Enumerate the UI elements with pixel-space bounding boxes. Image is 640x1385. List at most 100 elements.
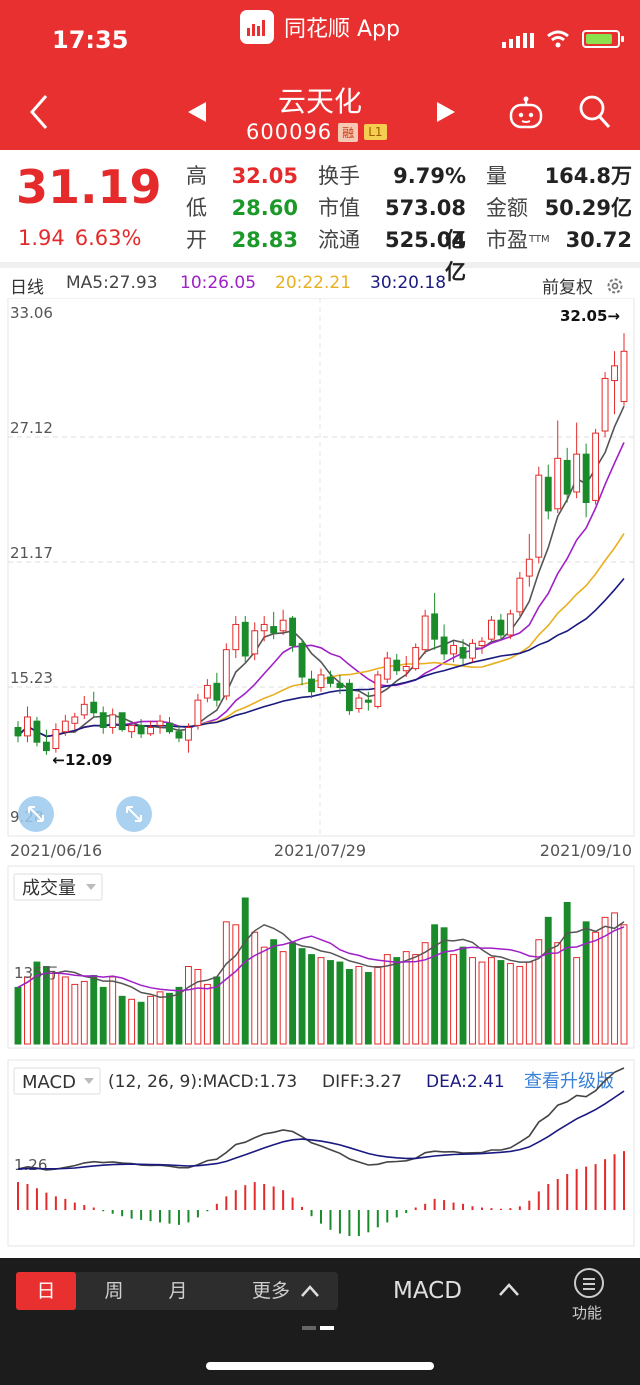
candle-body [166,722,173,733]
macd-dea: DEA:2.41 [426,1072,505,1092]
search-icon[interactable] [578,94,612,130]
upgrade-link[interactable]: 查看升级版 [524,1071,614,1092]
function-label[interactable]: 功能 [572,1304,603,1322]
volume-bar [118,995,126,1045]
volume-bar [241,897,249,1045]
tab-month[interactable]: 月 [168,1280,188,1302]
candle-body [601,377,609,432]
volume-ma10-line [17,926,625,992]
candle-body [469,642,476,659]
candle-body [327,676,334,684]
stock-subtitle: 600096 融 L1 [246,120,387,144]
tab-more[interactable]: 更多 [251,1280,290,1302]
ma30-label: 30:20.18 [370,273,447,293]
volume-bar [535,939,543,1045]
period-label[interactable]: 日线 [10,278,44,298]
signal-icon [502,33,534,48]
tab-week[interactable]: 周 [104,1280,124,1302]
kline-candles [14,333,628,755]
prev-stock-icon[interactable] [186,100,208,124]
volume-bar [137,1001,145,1045]
robot-icon[interactable] [508,96,544,130]
volume-bar [601,916,609,1045]
candle-body [412,647,420,670]
volume-bar [516,966,524,1045]
volume-bar [450,954,457,1045]
volume-bar [61,976,69,1045]
volume-bar [80,980,88,1045]
next-stock-icon[interactable] [435,100,457,124]
candle-body [298,642,306,678]
volume-bar [194,969,202,1045]
volume-frame [7,865,635,1049]
volume-bar [620,924,628,1045]
candle-body [374,674,382,707]
candle-body [137,724,145,735]
float-cap-value: 525.04亿 [384,228,466,284]
candle-body [402,665,410,672]
chevron-up-icon[interactable] [300,1284,320,1298]
adjust-label[interactable]: 前复权 [542,278,593,298]
tab-day[interactable]: 日 [16,1272,76,1310]
candle-body [440,636,448,655]
x-tick-label: 2021/09/10 [540,841,632,860]
volume-bar [33,961,41,1045]
low-value: 28.60 [231,196,298,220]
volume-bar [364,971,372,1045]
volume-bar [317,957,325,1045]
app-badge[interactable]: 同花顺 App [240,10,400,44]
function-icon[interactable] [574,1268,604,1298]
candle-body [194,699,202,726]
candle-body [516,577,524,613]
volume-bar [289,942,297,1045]
volume-bar [128,998,136,1045]
candle-body [317,674,325,689]
volume-bar [327,960,334,1045]
candle-body [421,615,429,651]
candle-body [383,657,391,680]
page-indicator [302,1326,334,1330]
volume-bar [478,961,486,1045]
status-time: 17:35 [52,26,129,54]
volume-bar [393,957,401,1045]
volume-bar [298,948,306,1045]
volume-bar [99,986,107,1045]
candle-body [544,476,552,512]
candle-body [459,647,467,659]
volume-bar [336,961,344,1045]
chevron-up-icon[interactable] [498,1282,520,1298]
indicator-selector[interactable]: MACD [393,1278,462,1304]
x-tick-label: 2021/07/29 [274,841,366,860]
ma30-line [17,577,625,738]
volume-bar [270,939,278,1045]
volume-bar [497,960,505,1045]
gear-icon[interactable] [605,276,625,296]
y-tick-label: 27.12 [10,419,53,437]
app-name: 同花顺 App [284,17,400,42]
float-cap-label: 流通 [318,228,360,252]
candle-body [554,457,562,510]
volume-bar [109,976,117,1045]
market-cap-value: 573.08亿 [384,196,466,252]
candle-body [450,644,457,655]
chevron-down-icon [84,1078,94,1084]
min-price-label: ←12.09 [52,751,112,769]
volume-bar [147,995,154,1045]
candle-body [289,617,297,646]
ma20-label: 20:22.21 [275,273,352,293]
volume-dropdown[interactable] [13,873,103,901]
status-icons [502,30,624,48]
volume-bar [412,954,420,1045]
volume-bars [14,897,628,1045]
volume-bar [554,942,562,1045]
candle-body [611,365,618,382]
macd-dropdown[interactable] [13,1067,101,1095]
candle-body [90,701,98,714]
period-tabs: 日 周 月 更多 [16,1272,338,1310]
volume-value: 164.8万 [544,164,632,188]
volume-bar [175,986,183,1045]
back-icon[interactable] [24,92,54,132]
candle-body [563,459,571,495]
